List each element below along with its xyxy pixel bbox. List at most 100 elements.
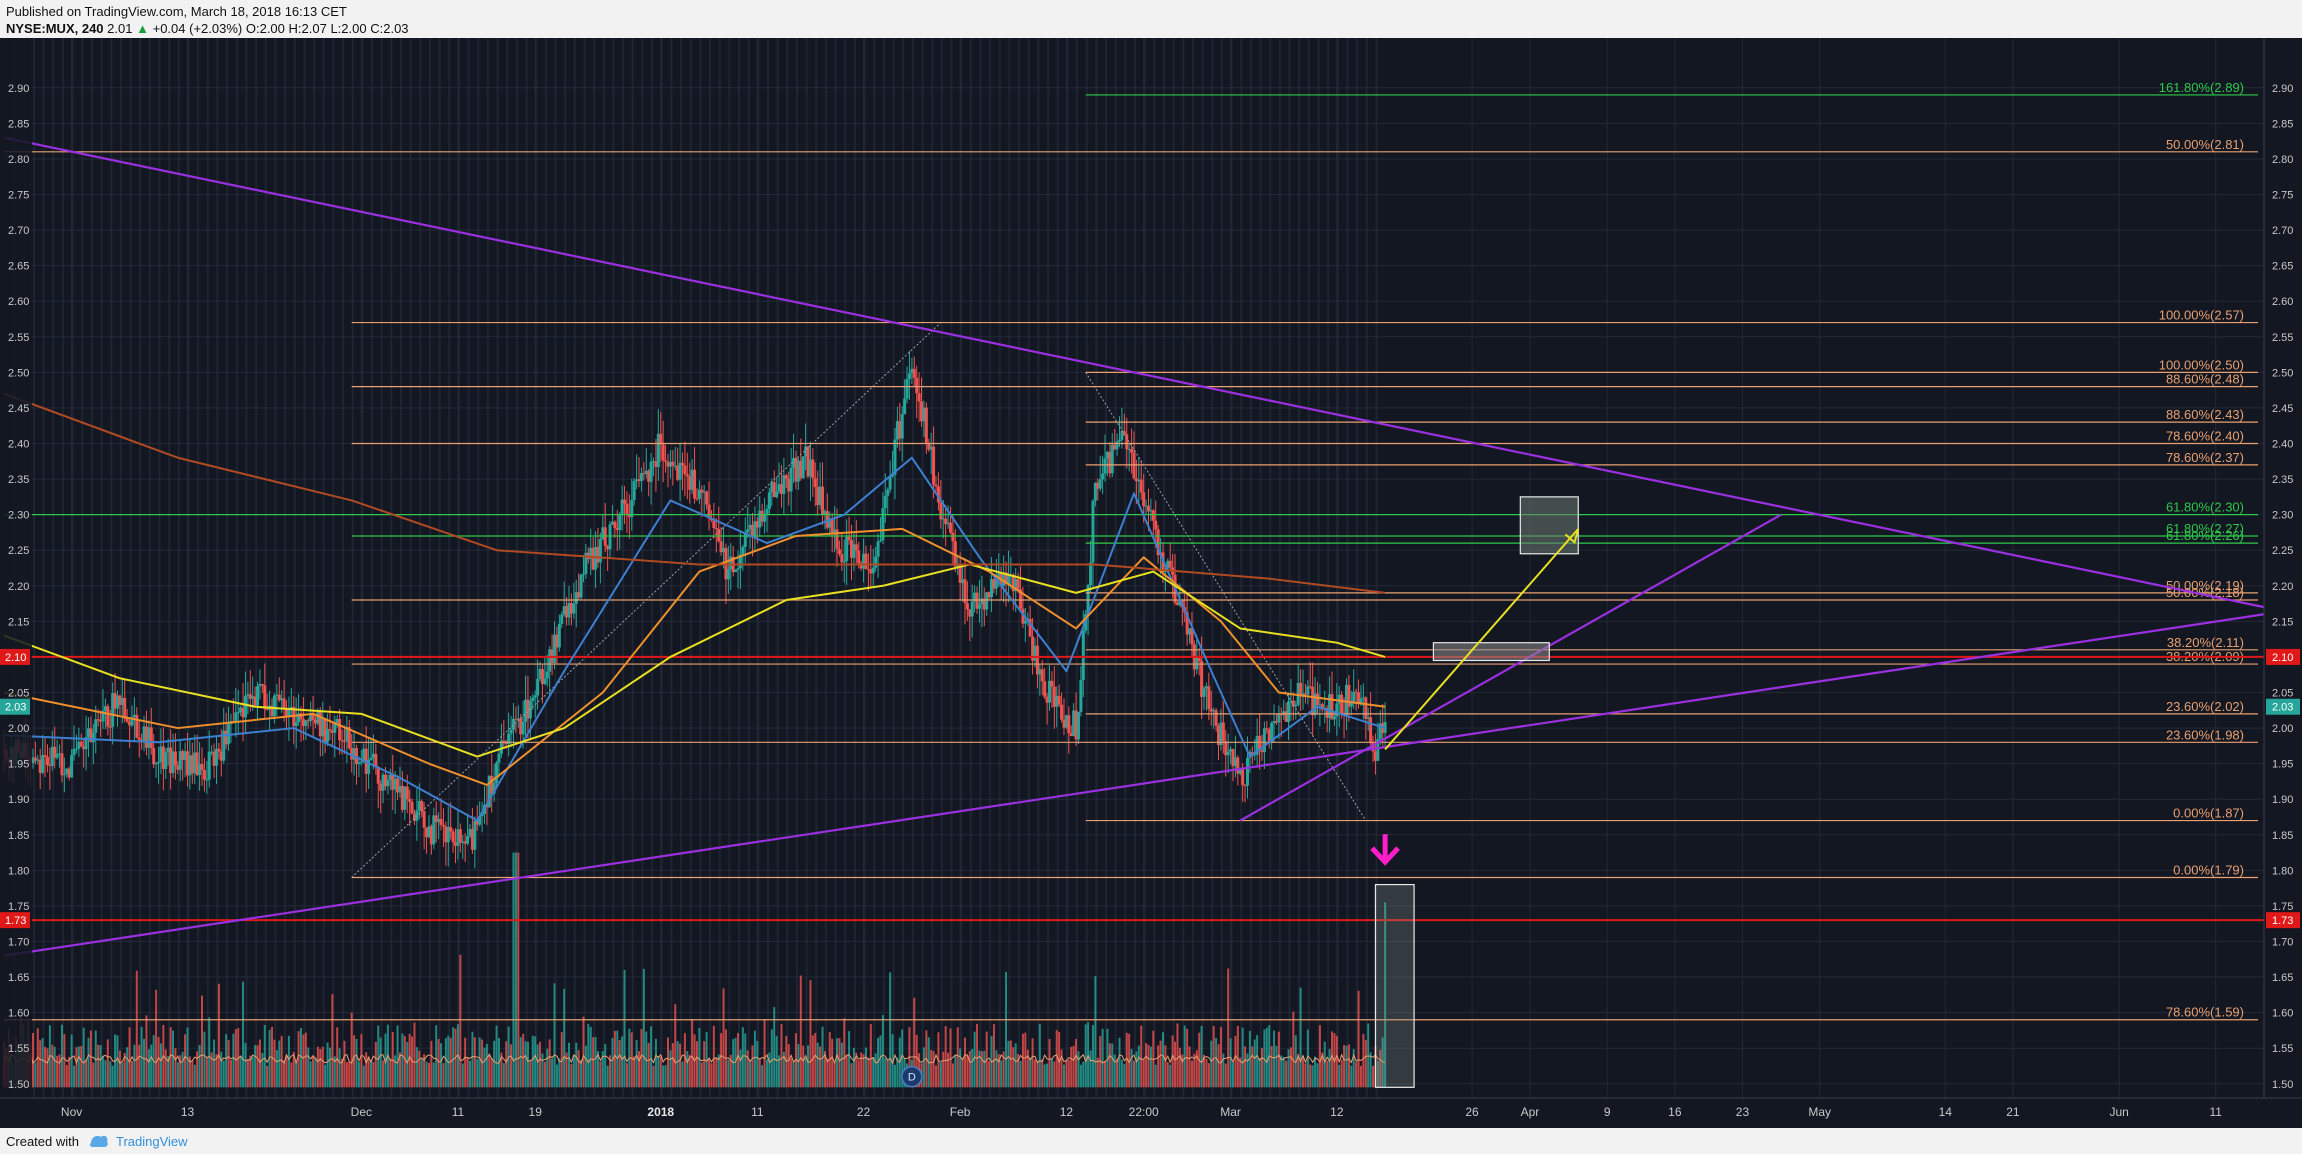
- candle-body: [895, 421, 899, 440]
- candle-body: [321, 718, 325, 737]
- candle-body: [492, 782, 496, 794]
- volume-bar: [485, 1043, 488, 1088]
- tradingview-logo-icon[interactable]: [88, 1131, 110, 1149]
- volume-bar: [355, 1038, 358, 1088]
- time-tick: Nov: [61, 1105, 82, 1119]
- volume-bar: [440, 1043, 443, 1088]
- candle-body: [883, 495, 887, 509]
- volume-bar: [529, 1060, 532, 1088]
- chart-area[interactable]: 161.80%(2.89) 50.00%(2.81) 100.00%(2.57) 10…: [0, 38, 2302, 1128]
- volume-bar: [338, 1048, 341, 1088]
- volume-bar: [159, 1043, 162, 1088]
- candle-body: [383, 774, 387, 787]
- volume-bar: [73, 1065, 76, 1088]
- volume-bar: [447, 1035, 450, 1088]
- volume-bar: [461, 1063, 464, 1088]
- symbol-label[interactable]: NYSE:MUX, 240: [6, 21, 104, 36]
- candle-body: [598, 539, 602, 563]
- session-separator: [651, 38, 654, 1098]
- volume-bar: [804, 1057, 807, 1088]
- candle-body: [775, 491, 779, 498]
- volume-bar: [582, 1016, 585, 1088]
- volume-bar: [790, 1058, 793, 1088]
- candle-body: [1318, 704, 1322, 706]
- candle-body: [545, 671, 549, 679]
- volume-bar: [1041, 1059, 1044, 1088]
- time-tick: May: [1808, 1105, 1831, 1119]
- session-separator: [535, 38, 538, 1098]
- session-separator: [882, 38, 885, 1098]
- session-separator: [1240, 38, 1243, 1098]
- candle-body: [543, 678, 547, 685]
- volume-bar: [145, 1015, 148, 1088]
- volume-bar: [821, 1026, 824, 1088]
- volume-bar: [263, 1024, 266, 1088]
- candle-body: [458, 829, 462, 843]
- candle-body: [391, 774, 395, 790]
- time-tick: 22:00: [1129, 1105, 1159, 1119]
- volume-highlight-box: [1374, 883, 1415, 1088]
- volume-bar: [633, 1056, 636, 1088]
- candle-body: [615, 528, 619, 531]
- volume-bar: [1176, 1023, 1179, 1088]
- candle-body: [975, 592, 979, 609]
- candle-body: [1316, 693, 1320, 706]
- candle-body: [1236, 757, 1240, 774]
- volume-bar: [799, 975, 802, 1088]
- candle-body: [94, 719, 98, 733]
- candle-body: [125, 718, 129, 722]
- volume-bar: [1130, 1048, 1133, 1088]
- fibonacci-level-label: 88.60%(2.43): [2166, 407, 2244, 422]
- candle-body: [746, 529, 750, 533]
- volume-bar: [1309, 1064, 1312, 1088]
- candle-body: [1103, 458, 1107, 474]
- candle-body: [89, 728, 93, 743]
- candle-body: [1033, 645, 1037, 661]
- candle-body: [219, 751, 223, 761]
- volume-bar: [1367, 1023, 1370, 1088]
- candle-body: [299, 713, 303, 720]
- volume-bar: [531, 1035, 534, 1088]
- volume-bar: [739, 1049, 742, 1088]
- volume-bar: [444, 1038, 447, 1088]
- volume-bar: [435, 1025, 438, 1088]
- fibonacci-level-label: 61.80%(2.26): [2166, 528, 2244, 543]
- time-tick: 14: [1939, 1105, 1953, 1119]
- volume-bar: [357, 1061, 360, 1088]
- candle-body: [654, 461, 658, 468]
- candle-body: [968, 609, 972, 617]
- tradingview-brand[interactable]: TradingView: [116, 1134, 188, 1149]
- session-separator: [786, 38, 789, 1098]
- volume-bar: [1055, 1030, 1058, 1088]
- volume-bar: [345, 1062, 348, 1088]
- volume-bar: [930, 1050, 933, 1088]
- volume-bar: [1277, 1031, 1280, 1088]
- candle-body: [751, 524, 755, 538]
- volume-bar: [1210, 1040, 1213, 1088]
- candle-body: [410, 801, 414, 814]
- volume-bar: [328, 1047, 331, 1088]
- volume-bar: [1159, 1040, 1162, 1088]
- session-separator: [612, 38, 615, 1098]
- volume-bar: [992, 1024, 995, 1088]
- candle-body: [60, 753, 64, 776]
- candle-body: [318, 712, 322, 737]
- volume-bar: [662, 1065, 665, 1088]
- time-tick: 19: [529, 1105, 543, 1119]
- candle-body: [1270, 723, 1274, 743]
- session-separator: [1047, 38, 1050, 1098]
- volume-bar: [640, 1029, 643, 1088]
- volume-bar: [679, 1043, 682, 1088]
- candle-body: [1233, 757, 1237, 767]
- candle-body: [787, 478, 791, 492]
- price-chart[interactable]: 161.80%(2.89) 50.00%(2.81) 100.00%(2.57) 10…: [0, 38, 2302, 1128]
- volume-bar: [988, 1061, 991, 1088]
- candle-body: [693, 469, 697, 499]
- candle-body: [799, 460, 803, 479]
- candle-body: [96, 719, 100, 721]
- volume-bar: [983, 1050, 986, 1088]
- candle-body: [818, 486, 822, 506]
- volume-bar: [816, 1042, 819, 1088]
- volume-bar: [857, 1060, 860, 1088]
- candle-body: [207, 751, 211, 780]
